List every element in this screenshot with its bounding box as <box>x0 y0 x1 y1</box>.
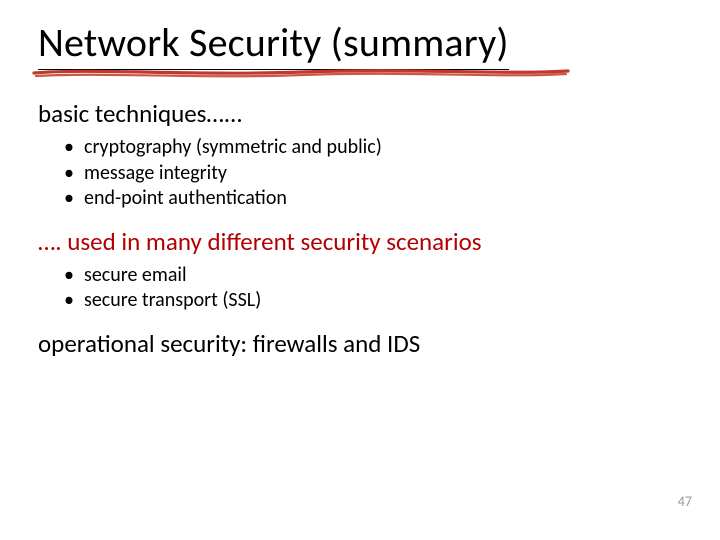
slide: Network Security (summary) basic techniq… <box>0 0 720 540</box>
list-item: cryptography (symmetric and public) <box>84 135 684 161</box>
list-item: message integrity <box>84 161 684 187</box>
list-item: end-point authentication <box>84 186 684 212</box>
list-item: secure transport (SSL) <box>84 288 684 314</box>
title-wrap: Network Security (summary) <box>38 18 509 70</box>
section-heading-basics: basic techniques…... <box>38 98 684 129</box>
slide-title: Network Security (summary) <box>38 18 509 70</box>
section-heading-operational: operational security: firewalls and IDS <box>38 328 684 359</box>
bullets-basics: cryptography (symmetric and public) mess… <box>84 135 684 212</box>
section-heading-scenarios: …. used in many different security scena… <box>38 226 684 257</box>
page-number: 47 <box>678 493 692 510</box>
list-item: secure email <box>84 263 684 289</box>
bullets-scenarios: secure email secure transport (SSL) <box>84 263 684 314</box>
